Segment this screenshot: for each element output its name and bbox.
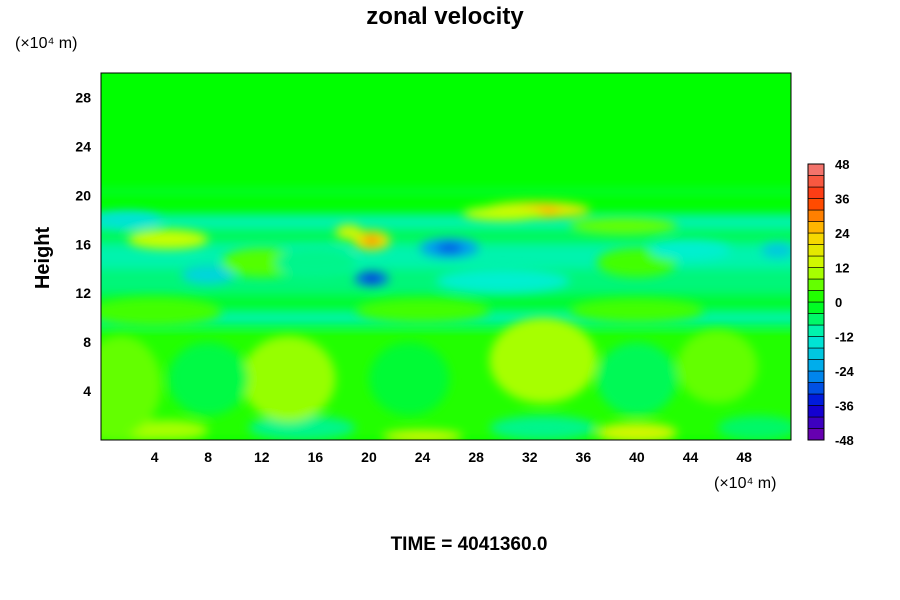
colorbar-segment [807,198,825,211]
value-feature [101,211,162,229]
y-axis-unit: (×10⁴ m) [15,35,77,52]
colorbar-segment [807,186,825,199]
x-tick-label: 4 [151,449,159,465]
colorbar-segment [807,313,825,326]
y-tick-label: 16 [75,236,91,252]
value-feature [462,206,544,222]
value-feature [435,268,570,294]
colorbar-tick-label: 0 [835,295,842,310]
x-tick-label: 32 [522,449,538,465]
y-tick-label: 12 [75,285,91,301]
value-feature [167,342,249,416]
value-feature [181,265,235,285]
colorbar-segment [807,370,825,383]
value-feature [569,217,678,235]
value-feature [241,336,336,422]
x-tick-label: 44 [683,449,699,465]
value-feature [489,415,597,440]
colorbar-segment [807,336,825,349]
colorbar-tick-label: 36 [835,192,849,207]
colorbar-tick-label: -12 [835,330,854,345]
time-label: TIME = 4041360.0 [391,534,548,555]
value-feature [368,342,450,416]
y-tick-label: 4 [83,383,91,399]
value-feature [335,224,363,240]
colorbar-segment [807,244,825,257]
colorbar-segment [807,290,825,303]
colorbar-tick-label: 48 [835,157,849,172]
x-axis-unit: (×10⁴ m) [714,475,776,492]
y-tick-label: 8 [83,334,91,350]
x-tick-label: 40 [629,449,645,465]
value-feature [364,274,379,283]
value-feature [489,317,597,404]
colorbar-tick-label: -24 [835,364,855,379]
x-tick-label: 8 [204,449,212,465]
y-tick-labels: 4 8 12 16 20 24 28 [75,89,91,399]
value-feature [435,243,463,253]
y-axis-label: Height [32,227,54,290]
x-tick-label: 28 [468,449,484,465]
value-feature [596,422,678,440]
y-tick-label: 24 [75,138,91,154]
colorbar-segment [807,382,825,395]
colorbar-segment [807,278,825,291]
x-tick-label: 48 [736,449,752,465]
colorbar-segment [807,175,825,188]
colorbar-tick-label: 12 [835,261,849,276]
value-feature [569,298,704,323]
x-tick-label: 16 [308,449,324,465]
colorbar-segment [807,324,825,337]
colorbar-segment [807,393,825,406]
colorbar-tick-label: 24 [835,226,850,241]
value-band [101,189,791,195]
colorbar-labels: 48 36 24 12 0 -12 -24 -36 -48 [835,157,855,448]
colorbar-segment [807,428,825,441]
plot-area [101,73,791,440]
value-band [101,213,791,229]
colorbar-segment [807,359,825,372]
x-tick-label: 24 [415,449,431,465]
plot-frame [100,72,792,441]
colorbar-segment [807,301,825,314]
chart-title: zonal velocity [366,3,524,30]
colorbar-tick-label: -48 [835,433,854,448]
x-tick-label: 36 [576,449,592,465]
colorbar-tick-label: -36 [835,399,854,414]
y-tick-label: 28 [75,89,91,105]
colorbar-segment [807,232,825,245]
colorbar-segment [807,255,825,268]
value-feature [761,243,791,258]
colorbar-segment [807,405,825,418]
value-feature [650,240,731,261]
value-feature [248,415,356,440]
value-feature [717,415,791,440]
x-tick-labels: 4 8 12 16 20 24 28 32 36 40 44 48 [151,449,752,465]
value-feature [677,329,758,404]
value-feature [382,430,463,440]
colorbar-frame [807,163,825,441]
colorbar [807,163,825,441]
y-tick-label: 20 [75,187,91,203]
colorbar-segment [807,209,825,222]
colorbar-segment [807,221,825,234]
value-feature [101,296,222,327]
value-feature [363,236,380,245]
value-feature [127,420,209,440]
colorbar-segment [807,416,825,429]
value-feature [596,342,678,416]
colorbar-segment [807,347,825,360]
value-feature [275,247,356,278]
x-tick-label: 12 [254,449,270,465]
value-feature [101,336,162,434]
value-feature [127,229,209,250]
colorbar-segment [807,163,825,176]
value-feature [355,298,490,323]
colorbar-segment [807,267,825,280]
x-tick-label: 20 [361,449,377,465]
